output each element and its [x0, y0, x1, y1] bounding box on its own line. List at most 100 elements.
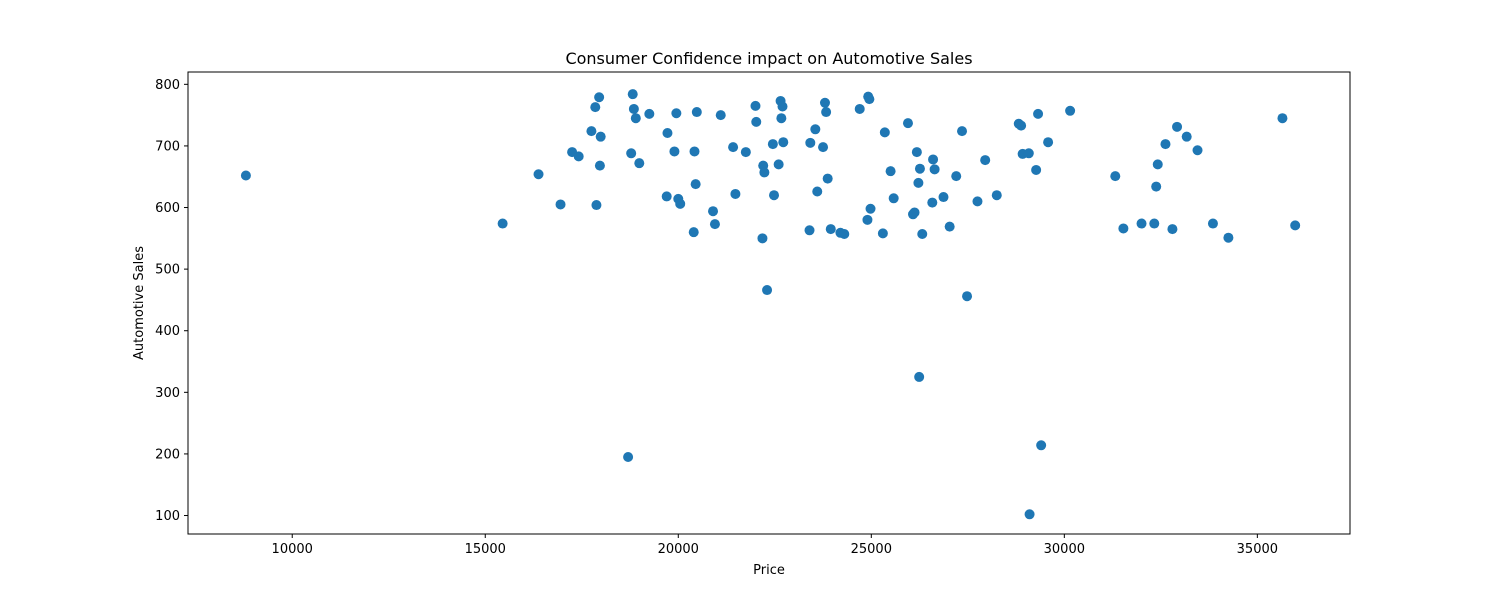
data-point — [675, 198, 686, 209]
data-point — [879, 127, 890, 138]
data-point — [862, 214, 873, 225]
data-point — [1181, 131, 1192, 142]
data-point — [690, 179, 701, 190]
data-point — [769, 190, 780, 201]
data-point — [740, 147, 751, 158]
data-point — [591, 200, 602, 211]
data-point — [240, 170, 251, 181]
data-point — [1152, 159, 1163, 170]
data-point — [767, 139, 778, 150]
y-tick-label: 100 — [155, 509, 180, 524]
data-point — [928, 154, 939, 165]
data-point — [634, 158, 645, 169]
data-point — [1290, 220, 1301, 231]
y-tick-label: 400 — [155, 324, 180, 339]
data-point — [762, 285, 773, 296]
data-point — [914, 163, 925, 174]
data-point — [586, 126, 597, 137]
data-point — [839, 229, 850, 240]
data-point — [951, 171, 962, 182]
data-point — [533, 169, 544, 180]
data-point — [957, 126, 968, 137]
data-point — [757, 233, 768, 244]
data-point — [938, 192, 949, 203]
data-point — [902, 118, 913, 129]
plot-frame — [187, 71, 1351, 535]
y-tick-label: 500 — [155, 263, 180, 278]
data-point — [1016, 120, 1027, 131]
data-point — [972, 196, 983, 207]
data-point — [623, 452, 634, 462]
data-point — [688, 227, 699, 238]
data-point — [689, 146, 700, 157]
data-point — [715, 110, 726, 121]
data-point — [590, 102, 601, 113]
data-point — [810, 124, 821, 135]
data-point — [821, 107, 832, 118]
data-point — [751, 116, 762, 127]
data-point — [776, 113, 787, 124]
data-point — [804, 225, 815, 236]
data-point — [1118, 223, 1129, 234]
y-tick-label: 800 — [155, 78, 180, 93]
data-point — [778, 137, 789, 148]
x-tick-label: 10000 — [272, 542, 313, 557]
data-point — [1149, 218, 1160, 229]
data-point — [1223, 232, 1234, 243]
x-tick-label: 15000 — [465, 542, 506, 557]
data-point — [669, 146, 680, 157]
data-point — [1207, 218, 1218, 229]
data-point — [944, 221, 955, 232]
data-point — [1043, 137, 1054, 148]
x-tick-label: 25000 — [851, 542, 892, 557]
data-point — [573, 151, 584, 162]
data-point — [991, 190, 1002, 201]
data-point — [929, 164, 940, 175]
data-point — [1172, 121, 1183, 132]
data-point — [1151, 181, 1162, 192]
data-point — [1065, 105, 1076, 116]
data-point — [962, 291, 973, 302]
ticks-layer: 10000 15000 20000 25000 30000 35000 100 200 300 4… — [155, 78, 1278, 557]
data-point — [594, 160, 605, 171]
data-point — [555, 199, 566, 210]
data-point — [777, 101, 788, 112]
data-point — [661, 191, 672, 202]
data-point — [927, 197, 938, 208]
data-point — [805, 137, 816, 148]
data-point — [750, 100, 761, 111]
data-point — [759, 167, 770, 178]
data-point — [911, 147, 922, 158]
data-point — [864, 94, 875, 105]
data-point — [909, 207, 920, 218]
data-point — [877, 228, 888, 239]
data-point — [885, 166, 896, 177]
data-point — [1277, 113, 1288, 124]
data-point — [1167, 224, 1178, 235]
data-point — [773, 159, 784, 170]
data-point — [728, 142, 739, 153]
data-point — [497, 218, 508, 229]
data-point — [671, 108, 682, 119]
data-point — [709, 219, 720, 230]
y-tick-label: 300 — [155, 386, 180, 401]
data-point — [627, 89, 638, 100]
data-point — [888, 193, 899, 204]
data-point — [812, 186, 823, 197]
data-point — [914, 371, 925, 382]
data-point — [854, 103, 865, 114]
x-tick-label: 20000 — [658, 542, 699, 557]
y-tick-label: 600 — [155, 201, 180, 216]
data-point — [662, 127, 673, 138]
data-point — [818, 142, 829, 153]
data-point — [825, 224, 836, 235]
data-point — [595, 131, 606, 142]
data-point — [630, 113, 641, 124]
data-point — [626, 148, 637, 159]
data-point — [1031, 164, 1042, 175]
data-point — [1024, 509, 1035, 520]
data-point — [1192, 145, 1203, 156]
data-point — [1036, 440, 1047, 451]
